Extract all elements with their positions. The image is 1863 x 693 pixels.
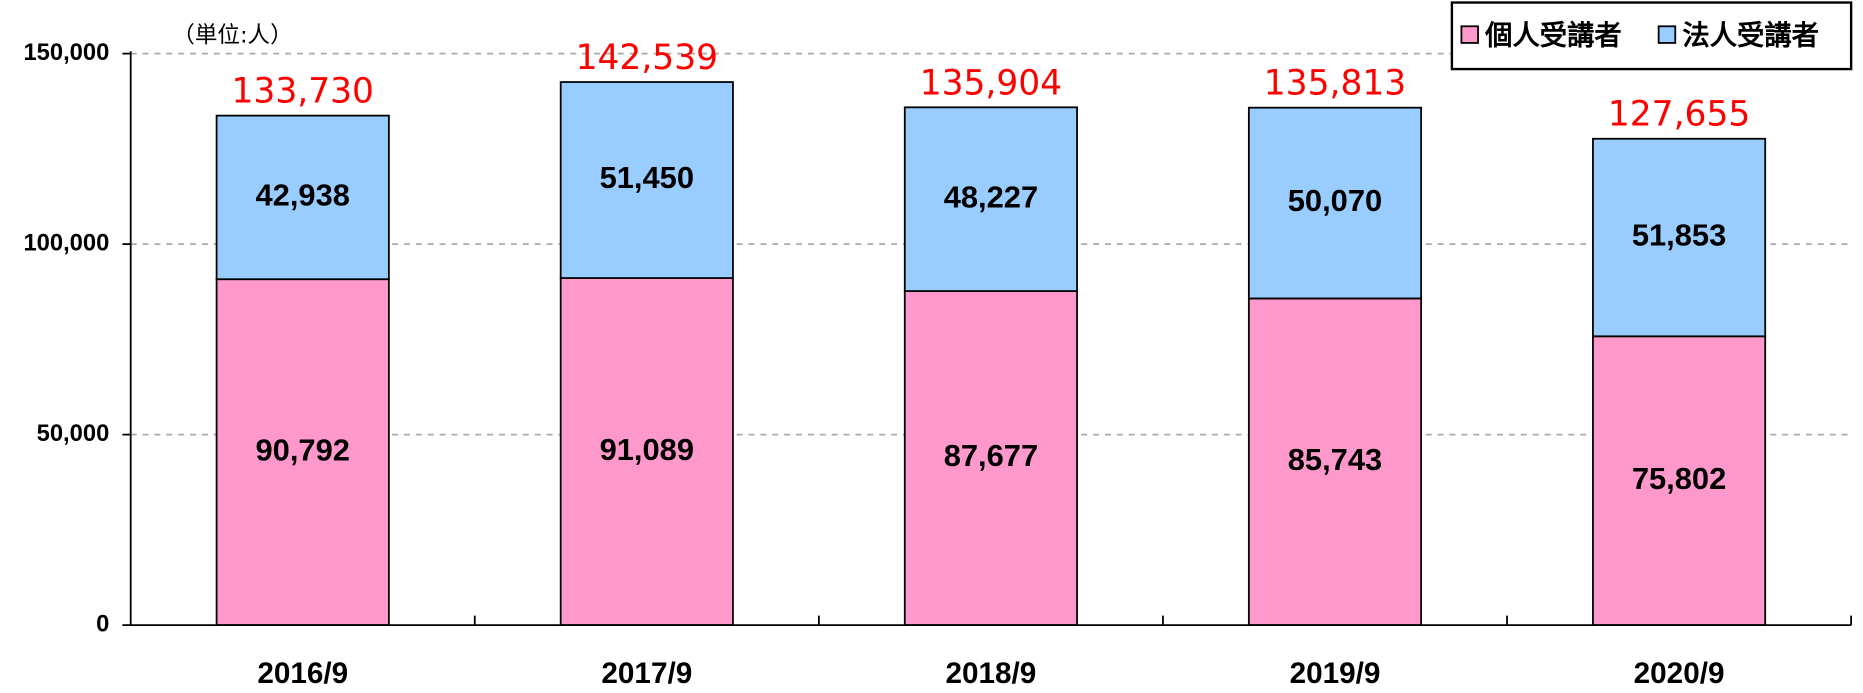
bar-segment — [903, 290, 1078, 627]
value-label: 75,802 — [1632, 461, 1726, 496]
total-label: 127,655 — [1608, 95, 1750, 135]
total-label: 142,539 — [576, 38, 718, 78]
y-tick-label: 100,000 — [23, 229, 109, 256]
value-label: 85,743 — [1288, 442, 1382, 477]
x-tick-label: 2017/9 — [601, 657, 692, 690]
value-label: 42,938 — [256, 178, 350, 213]
legend-box — [1450, 1, 1853, 71]
legend-label: 個人受講者 — [1484, 19, 1622, 51]
total-label: 135,813 — [1264, 64, 1406, 104]
bar-segment — [215, 114, 390, 281]
value-label: 90,792 — [256, 432, 350, 467]
x-tick-label: 2018/9 — [946, 657, 1037, 690]
bar-segment — [559, 277, 734, 627]
x-tick-label: 2020/9 — [1634, 657, 1725, 690]
bar-segment — [1592, 137, 1767, 338]
y-tick-label: 150,000 — [23, 39, 109, 66]
unit-label: （単位:人） — [172, 22, 292, 48]
value-label: 91,089 — [600, 432, 694, 467]
value-label: 48,227 — [944, 179, 1038, 214]
total-label: 133,730 — [232, 72, 374, 112]
bar-segment — [1247, 106, 1423, 300]
legend-label: 法人受講者 — [1682, 19, 1819, 51]
bar-segment — [559, 81, 734, 279]
y-tick-label: 50,000 — [37, 420, 110, 447]
value-label: 87,677 — [944, 438, 1038, 473]
x-tick-label: 2016/9 — [257, 657, 348, 690]
bar-segment — [1247, 297, 1423, 627]
bar-segment — [903, 106, 1078, 292]
value-label: 51,853 — [1632, 218, 1726, 253]
legend-swatch — [1657, 25, 1677, 44]
y-tick-label: 0 — [96, 610, 109, 637]
total-label: 135,904 — [920, 63, 1062, 103]
legend-swatch — [1460, 25, 1479, 44]
value-label: 51,450 — [600, 160, 694, 195]
x-tick-label: 2019/9 — [1290, 657, 1381, 690]
value-label: 50,070 — [1288, 183, 1382, 218]
